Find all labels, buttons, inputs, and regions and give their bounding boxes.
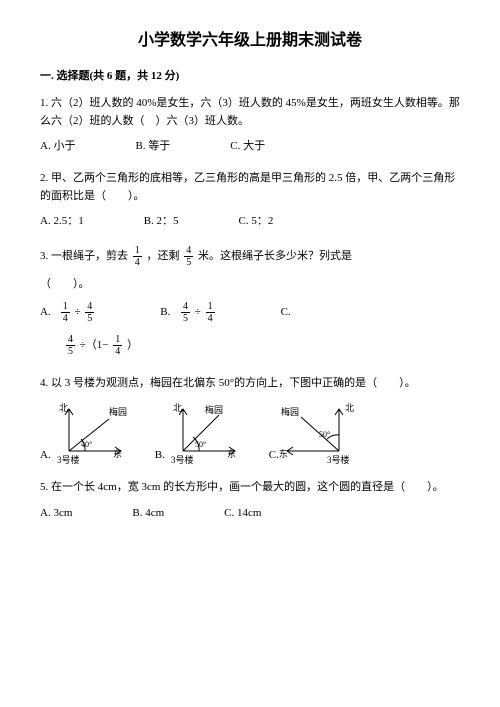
dia-a-meiyuan: 梅园 <box>109 406 127 417</box>
q3-c-label: C. <box>281 304 297 322</box>
q3-t3: 米。这根绳子长多少米？列式是 <box>198 250 352 262</box>
diagram-b: 北 梅园 50° 东 3号楼 <box>165 401 243 465</box>
q4-dia-b: B. 北 梅园 50° 东 3号楼 <box>155 401 243 465</box>
q4-diagrams: A. 北 梅园 40° 东 3号楼 B. <box>40 401 460 465</box>
q2-options: A. 2.5：1 B. 2：5 C. 5：2 <box>40 213 460 231</box>
q3-t2: ，还剩 <box>147 250 180 262</box>
dia-a-angle: 40° <box>81 440 92 449</box>
q2-opt-c: C. 5：2 <box>239 213 274 231</box>
q2-text: 2. 甲、乙两个三角形的底相等，乙三角形的高是甲三角形的 2.5 倍，甲、乙两个… <box>40 170 460 205</box>
dia-b-east: 东 <box>227 448 236 459</box>
q5-opt-b: B. 4cm <box>132 505 164 523</box>
dia-c-east: 东 <box>279 448 288 459</box>
q3-b-label: B. <box>160 304 176 322</box>
q3-a-label: A. <box>40 304 56 322</box>
q4-dia-c: C. 北 梅园 50° 东 3号楼 <box>269 401 369 465</box>
dia-c-building: 3号楼 <box>327 454 350 465</box>
q4-dia-a: A. 北 梅园 40° 东 3号楼 <box>40 401 129 465</box>
question-3: 3. 一根绳子，剪去 14 ，还剩 45 米。这根绳子长多少米？列式是 （ ）。… <box>40 245 460 358</box>
question-2: 2. 甲、乙两个三角形的底相等，乙三角形的高是甲三角形的 2.5 倍，甲、乙两个… <box>40 170 460 231</box>
q3-opt-c: C. <box>281 304 297 322</box>
diagram-c: 北 梅园 50° 东 3号楼 <box>279 401 369 465</box>
q3-opt-c-expr: 45 ÷（1− 14 ） <box>64 334 460 357</box>
q1-opt-b: B. 等于 <box>135 138 170 156</box>
q4-b-label: B. <box>155 447 165 465</box>
q3-t4: （ ）。 <box>40 276 460 294</box>
diagram-a: 北 梅园 40° 东 3号楼 <box>51 401 129 465</box>
q5-opt-a: A. 3cm <box>40 505 72 523</box>
page-title: 小学数学六年级上册期末测试卷 <box>40 28 460 54</box>
q3-c-expression: 45 ÷（1− 14 ） <box>64 334 138 357</box>
q4-text: 4. 以 3 号楼为观测点，梅园在北偏东 50°的方向上，下图中正确的是（ ）。 <box>40 375 460 393</box>
q5-text: 5. 在一个长 4cm，宽 3cm 的长方形中，画一个最大的圆，这个圆的直径是（… <box>40 479 460 497</box>
frac-c2: 14 <box>113 334 122 357</box>
q1-opt-a: A. 小于 <box>40 138 75 156</box>
q4-c-label: C. <box>269 447 279 465</box>
dia-c-meiyuan: 梅园 <box>281 406 299 417</box>
frac-1-4: 14 <box>133 245 142 268</box>
q3-opt-b: B. 45 ÷ 14 <box>160 301 216 324</box>
q1-text: 1. 六（2）班人数的 40%是女生，六（3）班人数的 45%是女生，两班女生人… <box>40 95 460 130</box>
q3-text: 3. 一根绳子，剪去 14 ，还剩 45 米。这根绳子长多少米？列式是 <box>40 245 460 268</box>
dia-a-north: 北 <box>59 403 68 413</box>
q2-opt-a: A. 2.5：1 <box>40 213 84 231</box>
dia-b-north: 北 <box>173 403 182 413</box>
dia-b-meiyuan: 梅园 <box>205 404 223 415</box>
q2-opt-b: B. 2：5 <box>144 213 179 231</box>
frac-a2: 45 <box>85 301 94 324</box>
q1-options: A. 小于 B. 等于 C. 大于 <box>40 138 460 156</box>
q5-opt-c: C. 14cm <box>224 505 261 523</box>
frac-4-5: 45 <box>184 245 193 268</box>
q1-opt-c: C. 大于 <box>230 138 265 156</box>
dia-c-angle: 50° <box>319 430 330 439</box>
q3-opt-a: A. 14 ÷ 45 <box>40 301 96 324</box>
frac-b1: 45 <box>181 301 190 324</box>
question-4: 4. 以 3 号楼为观测点，梅园在北偏东 50°的方向上，下图中正确的是（ ）。… <box>40 375 460 465</box>
frac-c1: 45 <box>66 334 75 357</box>
dia-a-east: 东 <box>113 448 122 459</box>
frac-a1: 14 <box>61 301 70 324</box>
dia-b-building: 3号楼 <box>171 454 194 465</box>
dia-c-north: 北 <box>345 403 354 413</box>
q3-options-row1: A. 14 ÷ 45 B. 45 ÷ 14 C. <box>40 301 460 324</box>
q5-options: A. 3cm B. 4cm C. 14cm <box>40 505 460 523</box>
dia-a-building: 3号楼 <box>57 454 80 465</box>
question-5: 5. 在一个长 4cm，宽 3cm 的长方形中，画一个最大的圆，这个圆的直径是（… <box>40 479 460 522</box>
q4-a-label: A. <box>40 447 51 465</box>
question-1: 1. 六（2）班人数的 40%是女生，六（3）班人数的 45%是女生，两班女生人… <box>40 95 460 156</box>
section-heading: 一. 选择题(共 6 题，共 12 分) <box>40 68 460 86</box>
q3-t1: 3. 一根绳子，剪去 <box>40 250 128 262</box>
dia-b-angle: 50° <box>195 440 206 449</box>
frac-b2: 14 <box>206 301 215 324</box>
